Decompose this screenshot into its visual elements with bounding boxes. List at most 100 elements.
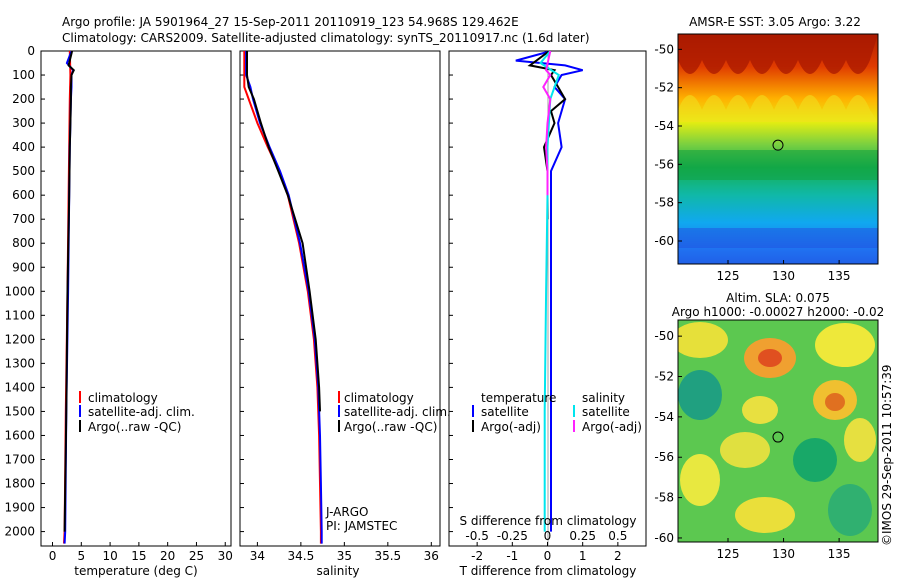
depth-tick-label: 700 [12, 212, 35, 226]
map-y-tick-label: -60 [654, 234, 674, 248]
depth-tick-label: 200 [12, 92, 35, 106]
salinity-legend: climatology satellite-adj. clim. Argo(..… [338, 391, 451, 434]
s-diff-tick-labels: -0.5 -0.25 0 0.25 0.5 [465, 529, 627, 543]
header-line2: Climatology: CARS2009. Satellite-adjuste… [62, 31, 590, 45]
depth-tick-labels: 0 100 200 300 400 500 600 700 800 900 1000 1100 1200… [4, 44, 35, 539]
depth-tick-label: 1800 [4, 477, 35, 491]
map-y-tick-label: -58 [654, 491, 674, 505]
salinity-axes-frame [239, 50, 441, 547]
x-tick-label: 30 [218, 549, 233, 563]
legend-argo: Argo(..raw -QC) [88, 420, 181, 434]
sla-map-title: Altim. SLA: 0.075 [726, 291, 830, 305]
map-y-tick-label: -52 [654, 370, 674, 384]
series-argo-raw-qc [246, 51, 321, 412]
map-x-tick-label: 130 [772, 547, 795, 561]
legend-head-salinity: salinity [582, 391, 625, 405]
legend-satellite: satellite-adj. clim. [344, 405, 451, 419]
depth-tick-label: 1400 [4, 380, 35, 394]
difference-legend: temperature salinity satellite Argo(-adj… [472, 391, 642, 434]
temperature-panel: 0100200300400500600700800900100011001200… [4, 44, 232, 578]
legend-s-argo: Argo(-adj) [582, 420, 642, 434]
x-tick-label: 20 [160, 549, 175, 563]
series-t-satellite [515, 51, 583, 532]
x-tick-label: 34 [250, 549, 265, 563]
x-tick-label: 1 [579, 549, 587, 563]
series-argo-raw-qc [63, 51, 76, 532]
sst-green-band [678, 150, 878, 180]
depth-tick-label: 1300 [4, 356, 35, 370]
sst-map-title: AMSR-E SST: 3.05 Argo: 3.22 [689, 15, 861, 29]
map-x-tick-label: 135 [828, 269, 851, 283]
sst-field [678, 34, 878, 264]
depth-tick-label: 1000 [4, 284, 35, 298]
depth-tick-label: 100 [12, 68, 35, 82]
sla-blob [815, 323, 875, 367]
sla-blob [825, 393, 845, 411]
s-tick-label: -0.5 [465, 529, 488, 543]
sst-front-pattern [678, 95, 878, 122]
annotation-jargo: J-ARGO [325, 505, 368, 519]
s-tick-label: 0.5 [608, 529, 627, 543]
map-y-tick-label: -54 [654, 119, 674, 133]
argo-position-marker [772, 431, 784, 443]
sst-warm-pattern [678, 34, 878, 74]
depth-tick-label: 1900 [4, 501, 35, 515]
legend-head-temperature: temperature [481, 391, 556, 405]
legend-climatology: climatology [88, 391, 158, 405]
sla-blob [793, 438, 837, 482]
legend-t-satellite: satellite [481, 405, 529, 419]
sla-blob [828, 484, 872, 536]
x-tick-label: 0 [49, 549, 57, 563]
map-x-tick-label: 125 [717, 547, 740, 561]
x-tick-label: -1 [506, 549, 518, 563]
sla-field [678, 320, 878, 542]
sla-blob [678, 322, 728, 358]
argo-position-marker [772, 139, 784, 151]
map-x-tick-label: 125 [717, 269, 740, 283]
map-y-tick-label: -52 [654, 81, 674, 95]
x-tick-label: 2 [614, 549, 622, 563]
s-tick-label: 0 [544, 529, 552, 543]
s-tick-label: 0.25 [569, 529, 596, 543]
difference-series [515, 51, 583, 532]
depth-tick-label: 0 [27, 44, 35, 58]
sla-blob [735, 497, 795, 533]
sla-blob [758, 349, 782, 367]
depth-tick-label: 900 [12, 260, 35, 274]
map-y-tick-label: -54 [654, 410, 674, 424]
depth-tick-label: 1600 [4, 428, 35, 442]
header-line1: Argo profile: JA 5901964_27 15-Sep-2011 … [62, 15, 519, 29]
salinity-tick-labels: 34 34.5 35 35.5 36 [240, 50, 439, 563]
depth-tick-label: 1700 [4, 452, 35, 466]
depth-tick-label: 1200 [4, 332, 35, 346]
sst-blue-band [678, 228, 878, 248]
s-tick-label: -0.25 [497, 529, 528, 543]
depth-tick-label: 1500 [4, 404, 35, 418]
x-tick-label: 34.5 [288, 549, 315, 563]
depth-tick-label: 500 [12, 164, 35, 178]
temperature-legend: climatology satellite-adj. clim. Argo(..… [79, 391, 195, 434]
x-tick-label: 35.5 [374, 549, 401, 563]
map-x-tick-label: 135 [828, 547, 851, 561]
legend-satellite: satellite-adj. clim. [88, 405, 195, 419]
legend-argo: Argo(..raw -QC) [344, 420, 437, 434]
map-y-tick-label: -50 [654, 329, 674, 343]
x-tick-label: 5 [77, 549, 85, 563]
salinity-series [243, 51, 323, 544]
temperature-tick-labels: 0 5 10 15 20 25 30 [41, 50, 233, 563]
sst-map-frame [677, 33, 879, 265]
x-tick-label: 0 [544, 549, 552, 563]
sla-blob [742, 396, 778, 424]
sla-blob [678, 370, 722, 420]
depth-tick-label: 600 [12, 188, 35, 202]
series-s-argo-adj [542, 51, 552, 196]
salinity-panel: 34 34.5 35 35.5 36 salinity climatology sate… [239, 50, 451, 578]
map-y-tick-label: -50 [654, 42, 674, 56]
series-s-satellite [539, 51, 561, 532]
sla-map-subtitle: Argo h1000: -0.00027 h2000: -0.02 [672, 305, 885, 319]
sst-map-ticks: 125 130 135 -50 -52 -54 -56 -58 -60 [654, 42, 850, 283]
sla-blob [720, 432, 770, 468]
temperature-axes-frame [40, 50, 232, 547]
depth-tick-label: 300 [12, 116, 35, 130]
